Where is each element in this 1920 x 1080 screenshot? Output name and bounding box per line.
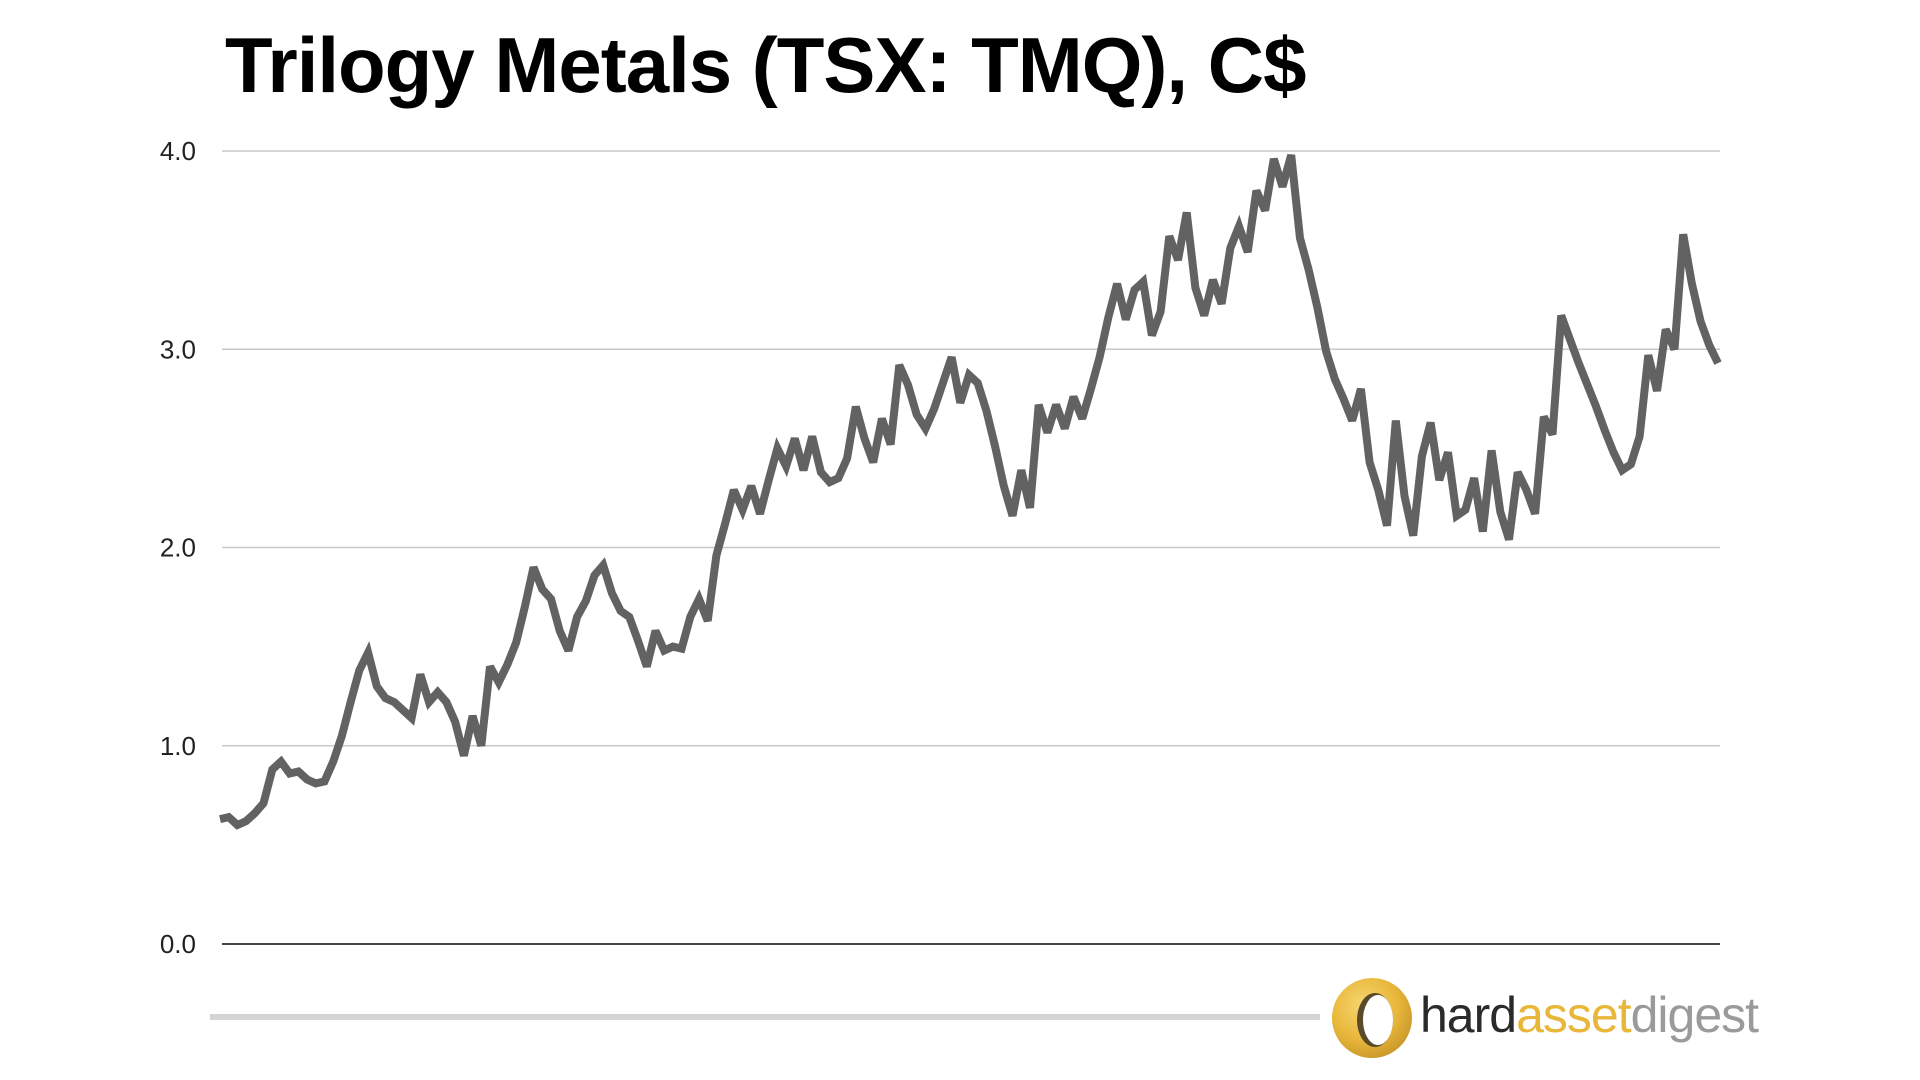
chart-title: Trilogy Metals (TSX: TMQ), C$: [225, 21, 1306, 109]
logo-ring-icon: [1332, 978, 1412, 1058]
y-tick-label: 1.0: [160, 731, 196, 761]
y-tick-label: 2.0: [160, 533, 196, 563]
logo-text-hard: hard: [1420, 987, 1517, 1043]
logo-wordmark: hardassetdigest: [1420, 986, 1759, 1044]
y-axis-tick-labels: 0.0 1.0 2.0 3.0 4.0: [160, 136, 196, 959]
logo-text-asset: asset: [1516, 987, 1632, 1043]
y-tick-label: 3.0: [160, 334, 196, 364]
series-layer: [219, 153, 1722, 830]
y-tick-label: 4.0: [160, 136, 196, 166]
logo-text-digest: digest: [1630, 987, 1759, 1043]
y-tick-label: 0.0: [160, 929, 196, 959]
footer-divider: [210, 1014, 1320, 1020]
hardassetdigest-logo: hardassetdigest: [1330, 976, 1830, 1060]
gridlines: [222, 150, 1720, 945]
price-series-line: [219, 153, 1722, 830]
